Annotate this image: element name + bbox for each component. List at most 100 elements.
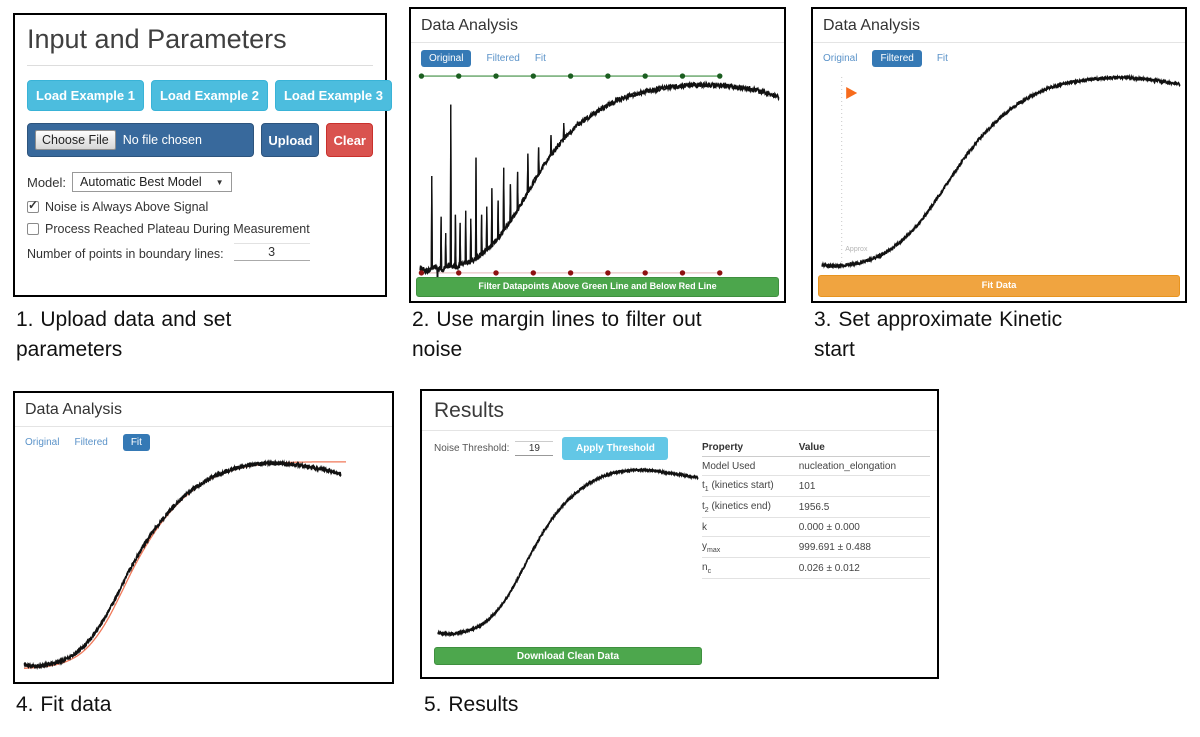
- tab-filtered[interactable]: Filtered: [486, 53, 520, 64]
- noise-threshold-input[interactable]: [515, 440, 554, 456]
- filter-datapoints-button[interactable]: Filter Datapoints Above Green Line and B…: [416, 277, 779, 297]
- model-select[interactable]: Automatic Best Model ▼: [72, 172, 232, 193]
- tab-fit[interactable]: Fit: [936, 53, 948, 64]
- margin-line-handle[interactable]: [679, 73, 686, 79]
- divider: [411, 42, 784, 43]
- panel-title: Data Analysis: [25, 401, 122, 418]
- table-header-row: Property Value: [702, 439, 930, 457]
- value-cell: 0.026 ± 0.012: [798, 557, 930, 579]
- analysis-tabs: Original Filtered Fit: [25, 433, 392, 452]
- table-row: Model Used nucleation_elongation: [702, 456, 930, 476]
- noise-above-signal-checkbox[interactable]: [27, 198, 39, 214]
- original-data: [419, 80, 780, 282]
- caption-step5: 5. Results: [424, 693, 519, 716]
- property-header: Property: [702, 439, 799, 457]
- value-cell: nucleation_elongation: [798, 456, 930, 476]
- margin-line-handle[interactable]: [642, 73, 648, 79]
- clean-data: [437, 467, 699, 638]
- fit-chart: [23, 459, 346, 671]
- tab-original[interactable]: Original: [421, 50, 472, 67]
- margin-line-handle[interactable]: [493, 270, 499, 276]
- divider: [422, 430, 937, 431]
- table-row: t1 (kinetics start) 101: [702, 475, 930, 497]
- filtered-data: [821, 73, 1181, 270]
- divider: [813, 42, 1185, 43]
- margin-line-handle[interactable]: [456, 270, 462, 276]
- margin-line-handle[interactable]: [530, 270, 537, 276]
- noise-threshold-label: Noise Threshold:: [434, 442, 510, 454]
- model-label: Model:: [27, 174, 67, 190]
- margin-line-handle[interactable]: [567, 270, 574, 276]
- download-clean-data-button[interactable]: Download Clean Data: [434, 647, 702, 665]
- caption-step1: 1. Upload data and set parameters: [16, 308, 232, 362]
- results-panel: Results Noise Threshold: Apply Threshold…: [420, 389, 939, 679]
- value-cell: 0.000 ± 0.000: [798, 517, 930, 537]
- file-row: Choose File No file chosen Upload Clear: [27, 123, 373, 158]
- load-example-2-button[interactable]: Load Example 2: [150, 80, 268, 112]
- value-header: Value: [798, 439, 930, 457]
- table-row: k 0.000 ± 0.000: [702, 517, 930, 537]
- checkbox-label: Process Reached Plateau During Measureme…: [45, 222, 310, 237]
- upload-button[interactable]: Upload: [261, 123, 320, 158]
- example-buttons-row: Load Example 1 Load Example 2 Load Examp…: [27, 80, 392, 112]
- margin-line-handle[interactable]: [418, 270, 425, 276]
- tab-fit[interactable]: Fit: [534, 53, 546, 64]
- data-analysis-filter-panel: Data Analysis Original Filtered Fit Filt…: [409, 7, 786, 303]
- margin-line-handle[interactable]: [717, 270, 723, 276]
- margin-line-handle[interactable]: [717, 73, 723, 79]
- filtered-data: [821, 73, 1181, 270]
- tab-filtered[interactable]: Filtered: [74, 437, 108, 448]
- plateau-checkbox[interactable]: [27, 223, 39, 236]
- file-status-text: No file chosen: [122, 133, 202, 148]
- value-cell: 101: [798, 475, 930, 497]
- filtered-data: [23, 459, 342, 670]
- margin-line-handle[interactable]: [567, 73, 574, 79]
- filter-chart[interactable]: [416, 70, 783, 282]
- filtered-data: [23, 459, 342, 671]
- clean-data: [437, 467, 699, 638]
- results-left-column: Noise Threshold: Apply Threshold Downloa…: [434, 436, 702, 665]
- boundary-points-row: Number of points in boundary lines:: [27, 243, 373, 262]
- clear-button[interactable]: Clear: [326, 123, 373, 158]
- margin-line-handle[interactable]: [530, 73, 537, 79]
- caption-step4: 4. Fit data: [16, 693, 112, 716]
- results-chart: [437, 467, 699, 638]
- margin-line-handle[interactable]: [456, 73, 462, 79]
- margin-line-handle[interactable]: [605, 73, 611, 79]
- tab-original[interactable]: Original: [25, 437, 60, 448]
- margin-line-handle[interactable]: [679, 270, 686, 276]
- results-table: Property Value Model Used nucleation_elon…: [702, 439, 930, 579]
- model-selected-value: Automatic Best Model: [80, 175, 202, 190]
- data-analysis-kinetic-panel: Data Analysis Original Filtered Fit Appr…: [811, 7, 1187, 303]
- dropdown-caret-icon: ▼: [215, 177, 224, 187]
- tab-fit[interactable]: Fit: [122, 434, 150, 451]
- divider: [15, 426, 392, 427]
- plateau-row: Process Reached Plateau During Measureme…: [27, 222, 373, 236]
- table-row: nc 0.026 ± 0.012: [702, 557, 930, 579]
- kinetic-start-marker[interactable]: [846, 87, 858, 99]
- analysis-tabs: Original Filtered Fit: [421, 49, 784, 68]
- input-parameters-panel: Input and Parameters Load Example 1 Load…: [13, 13, 392, 297]
- apply-threshold-button[interactable]: Apply Threshold: [562, 436, 669, 460]
- boundary-points-input[interactable]: [233, 243, 310, 262]
- noise-above-signal-row: Noise is Always Above Signal: [27, 198, 373, 215]
- tab-filtered[interactable]: Filtered: [872, 50, 922, 67]
- fit-data-button[interactable]: Fit Data: [818, 275, 1180, 297]
- kinetic-chart[interactable]: Approx: [818, 70, 1184, 278]
- margin-line-handle[interactable]: [493, 73, 499, 79]
- margin-line-handle[interactable]: [418, 73, 425, 79]
- tab-original[interactable]: Original: [823, 53, 858, 64]
- boundary-points-label: Number of points in boundary lines:: [27, 247, 224, 262]
- property-cell: nc: [702, 557, 799, 579]
- caption-step2: 2. Use margin lines to filter out noise: [412, 308, 702, 362]
- property-cell: k: [702, 517, 799, 537]
- margin-line-handle[interactable]: [605, 270, 611, 276]
- load-example-1-button[interactable]: Load Example 1: [27, 80, 144, 112]
- margin-line-handle[interactable]: [642, 270, 648, 276]
- table-row: t2 (kinetics end) 1956.5: [702, 496, 930, 518]
- load-example-3-button[interactable]: Load Example 3: [274, 80, 392, 112]
- checkbox-label: Noise is Always Above Signal: [45, 200, 209, 215]
- choose-file-button[interactable]: Choose File: [35, 130, 116, 151]
- file-input[interactable]: Choose File No file chosen: [27, 123, 255, 158]
